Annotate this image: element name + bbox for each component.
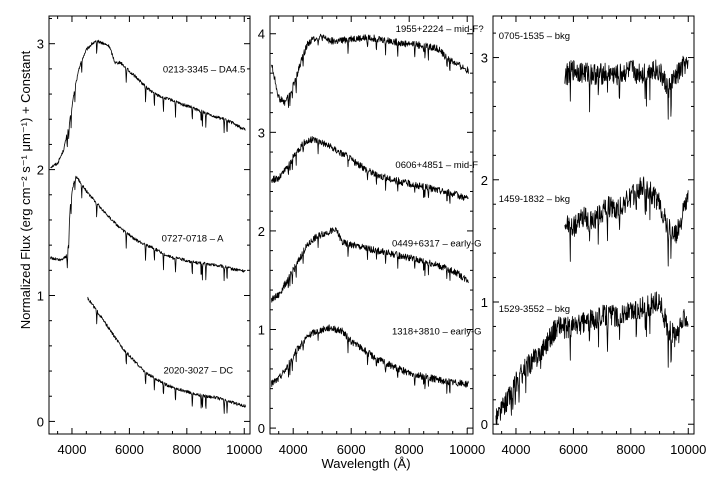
series-label: 1955+2224 – mid-F?	[396, 24, 484, 35]
panel-middle: 4000 6000 8000 10000 0 1 2 3 4 1955+2224 – mid-F?…	[258, 15, 485, 457]
x-tick-label: 4000	[279, 442, 308, 457]
x-tick-label: 6000	[559, 442, 588, 457]
series-label: 0606+4851 – mid-F	[395, 160, 478, 171]
panels-group: 4000 6000 8000 10000 0 1 2 3 0213-3345 – DA4.5 07…	[37, 15, 706, 457]
y-tick-label: 1	[258, 323, 265, 338]
x-tick-label: 6000	[337, 442, 366, 457]
spectrum-line	[564, 55, 689, 120]
x-tick-label: 8000	[395, 442, 424, 457]
y-tick-label: 4	[258, 27, 265, 42]
spectrum-line	[271, 136, 469, 204]
y-tick-label: 3	[481, 51, 488, 66]
y-tick-label: 2	[258, 224, 265, 239]
spectrum-line	[495, 291, 689, 426]
x-tick-label: 8000	[616, 442, 645, 457]
panel-frame	[269, 15, 474, 435]
series-label: 0213-3345 – DA4.5	[163, 65, 245, 76]
spectrum-line	[87, 296, 246, 414]
panel-frame	[48, 15, 251, 435]
x-tick-label: 4000	[58, 442, 87, 457]
series-label: 2020-3027 – DC	[163, 366, 233, 377]
x-tick-label: 8000	[172, 442, 201, 457]
spectrum-line	[564, 176, 689, 267]
panel-right: 4000 6000 8000 10000 0 1 2 3 0705-1535 – bkg 1459…	[481, 15, 706, 457]
x-tick-label: 10000	[670, 442, 706, 457]
y-tick-label: 0	[481, 417, 488, 432]
panel-left: 4000 6000 8000 10000 0 1 2 3 0213-3345 – DA4.5 07…	[37, 15, 262, 457]
y-tick-label: 2	[481, 173, 488, 188]
series-label: 0705-1535 – bkg	[499, 31, 570, 42]
series-label: 0449+6317 – early-G	[392, 239, 482, 250]
y-tick-label: 0	[258, 421, 265, 436]
spectrum-line	[271, 33, 469, 108]
y-tick-label: 1	[37, 289, 44, 304]
series-label: 0727-0718 – A	[162, 233, 224, 244]
x-axis-title: Wavelength (Å)	[321, 456, 410, 471]
x-tick-label: 4000	[502, 442, 531, 457]
x-tick-label: 10000	[449, 442, 485, 457]
x-tick-label: 10000	[226, 442, 262, 457]
y-tick-label: 0	[37, 414, 44, 429]
series-label: 1529-3552 – bkg	[499, 304, 570, 315]
y-axis-title: Normalized Flux (erg cm⁻² s⁻¹ μm⁻¹) + Co…	[18, 50, 33, 329]
y-tick-label: 3	[258, 125, 265, 140]
series-label: 1459-1832 – bkg	[499, 194, 570, 205]
y-tick-label: 1	[481, 295, 488, 310]
y-tick-label: 3	[37, 37, 44, 52]
series-label: 1318+3810 – early-G	[392, 326, 482, 337]
spectrum-line	[50, 175, 246, 282]
y-tick-label: 2	[37, 163, 44, 178]
panel-frame	[492, 15, 695, 435]
spectrum-line	[271, 324, 469, 394]
spectrum-line	[271, 227, 469, 303]
x-tick-label: 6000	[115, 442, 144, 457]
spectrum-line	[50, 39, 246, 169]
